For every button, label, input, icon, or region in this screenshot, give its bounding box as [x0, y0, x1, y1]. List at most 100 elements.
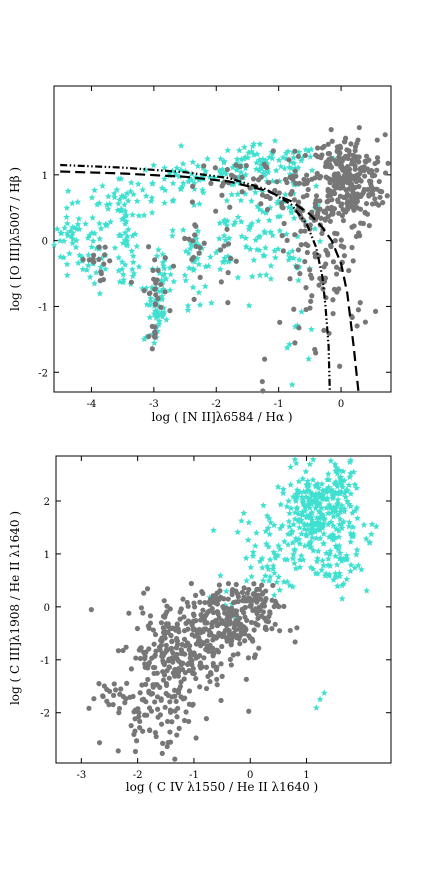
plot1-circle-point: [280, 248, 286, 254]
plot2-circle-point: [168, 632, 174, 638]
plot2-circle-point: [215, 649, 222, 655]
plot1-star-point: [161, 186, 169, 194]
plot1-star-point: [316, 237, 324, 245]
plot1-circle-point: [325, 198, 331, 204]
plot1-star-point: [128, 247, 136, 254]
plot2-star-point: [308, 525, 316, 532]
plot2-circle-point: [209, 621, 215, 627]
plot2-star-point: [308, 522, 316, 530]
plot1-star-point: [245, 149, 252, 156]
plot2-circle-point: [219, 673, 225, 679]
plot1-star-point: [179, 179, 187, 187]
plot1-circle-point: [318, 155, 324, 161]
plot2-star-point: [330, 513, 338, 520]
plot2-circle-point: [168, 709, 174, 715]
plot1-star-point: [122, 218, 130, 225]
plot1-circle-point: [189, 183, 196, 189]
plot1-star-point: [107, 218, 114, 225]
plot1-circle-point: [385, 160, 391, 166]
plot2-star-point: [249, 548, 257, 556]
plot1-circle-point: [325, 141, 331, 147]
plot1-circle-point: [323, 209, 329, 216]
plot2-circle-point: [242, 605, 248, 611]
plot1-star-point: [75, 225, 83, 232]
plot1-star-point: [166, 264, 174, 271]
plot2-star-point: [320, 539, 328, 547]
plot2-circle-point: [115, 648, 122, 654]
plot2-star-point: [283, 556, 291, 563]
plot2-star-point: [316, 500, 324, 507]
plot2-circle-point: [146, 646, 152, 652]
plot2-circle-point: [172, 708, 178, 714]
plot1-circle-point: [335, 171, 341, 177]
plot1-circle-point: [352, 148, 358, 154]
plot2-star-point: [332, 504, 340, 511]
plot2-star-point: [350, 468, 358, 475]
plot1-circle-point: [186, 236, 192, 242]
plot1-star-point: [170, 196, 177, 203]
plot2-star-point: [330, 503, 338, 511]
plot2-star-point: [326, 550, 334, 558]
plot2-circle-point: [152, 730, 159, 736]
plot2-circle-point: [140, 728, 146, 734]
plot1-star-point: [88, 194, 96, 201]
plot2-circle-point: [139, 697, 145, 703]
plot1-star-point: [195, 260, 203, 268]
plot1-star-point: [156, 311, 164, 319]
plot1-circle-point: [292, 232, 298, 238]
plot2-star-point: [314, 547, 322, 555]
plot1-star-point: [196, 200, 203, 207]
plot1-star-point: [223, 197, 231, 204]
plot2-star-point: [304, 477, 312, 485]
plot2-circle-point: [181, 636, 188, 642]
plot2-star-point: [330, 488, 338, 495]
plot2-circle-point: [152, 664, 158, 671]
plot1-star-point: [133, 242, 141, 250]
plot1-circle-point: [295, 153, 301, 160]
plot1-circle-point: [152, 257, 158, 263]
plot1-circle-point: [342, 135, 349, 141]
plot2-x-tick-label: -3: [76, 770, 86, 781]
plot1-circle-point: [372, 308, 379, 314]
plot2-circle-point: [88, 607, 94, 613]
plot1-star-point: [224, 146, 232, 154]
plot1-star-point: [271, 254, 279, 261]
plot1-star-point: [130, 269, 138, 277]
plot2-circle-point: [177, 616, 183, 622]
plot1-circle-point: [328, 243, 334, 250]
plot2-star-point: [266, 556, 274, 563]
plot2-circle-point: [189, 620, 195, 627]
plot1-star-point: [185, 178, 192, 185]
plot2-x-tick-label: 1: [303, 770, 309, 781]
plot1-star-point: [169, 226, 177, 234]
plot1-star-point: [159, 250, 167, 258]
plot2-star-point: [253, 529, 260, 536]
plot1-circle-point: [213, 208, 219, 214]
plot2-star-point: [345, 522, 353, 530]
plot1-star-point: [307, 146, 315, 153]
plot2-star-point: [247, 563, 255, 571]
plot1-star-point: [166, 169, 173, 176]
plot2-circle-point: [165, 692, 171, 699]
plot1-y-tick-label: 0: [42, 237, 48, 248]
plot1-x-tick-label: 0: [338, 399, 344, 410]
plot2-circle-point: [177, 609, 183, 615]
plot1-star-point: [308, 166, 316, 174]
plot1-circle-point: [330, 310, 336, 317]
plot1-star-point: [177, 185, 185, 193]
plot1-circle-point: [227, 255, 234, 262]
plot1-star-point: [283, 155, 290, 162]
plot1-star-point: [57, 229, 65, 236]
plot2-star-point: [342, 554, 350, 561]
plot2-circle-point: [251, 627, 257, 633]
plot2-star-point: [340, 507, 348, 515]
plot2-star-point: [276, 545, 284, 553]
plot2-circle-point: [210, 660, 216, 667]
plot2-circle-point: [203, 716, 209, 722]
plot2-circle-point: [253, 621, 259, 627]
plot2-x-tick-label: -2: [133, 770, 143, 781]
plot1-star-point: [88, 229, 96, 236]
plot1-circle-point: [102, 244, 108, 250]
plot1-star-point: [271, 137, 279, 144]
plot1-circle-point: [295, 247, 302, 253]
